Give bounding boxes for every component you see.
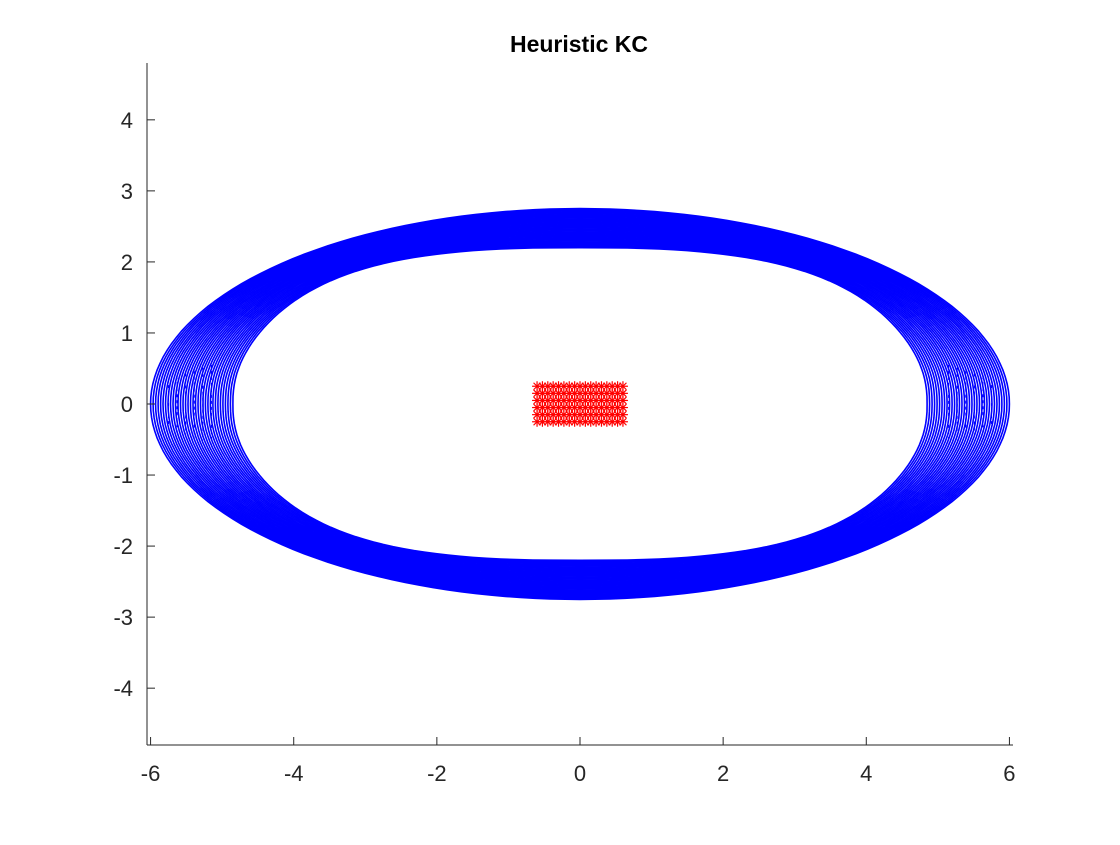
orbit-curve — [157, 211, 1003, 597]
orbit-curve — [214, 238, 946, 570]
orbit-curve — [182, 223, 978, 585]
orbit-curve — [159, 212, 1001, 596]
star-marker — [617, 381, 628, 392]
orbit-curve — [199, 231, 961, 577]
orbit-curve — [219, 240, 941, 568]
orbit-curve — [179, 221, 981, 587]
orbit-curve — [224, 243, 936, 565]
orbit-curve — [187, 225, 973, 583]
y-tick-label: -2 — [113, 534, 133, 559]
orbit-curve — [212, 237, 948, 571]
orbit-curve — [227, 244, 933, 564]
orbit-curves — [149, 207, 1011, 601]
orbit-curve — [222, 242, 938, 566]
y-tick-label: 1 — [121, 321, 133, 346]
y-tick-label: -4 — [113, 676, 133, 701]
orbit-curve — [177, 220, 983, 588]
y-tick-label: 3 — [121, 179, 133, 204]
orbit-curve — [207, 235, 953, 573]
x-tick-label: -4 — [284, 761, 304, 786]
orbit-curve — [154, 210, 1006, 598]
x-tick-label: -6 — [141, 761, 161, 786]
x-tick-label: 0 — [574, 761, 586, 786]
y-tick-label: -1 — [113, 463, 133, 488]
orbit-curve — [194, 229, 966, 579]
orbit-curve — [229, 245, 931, 563]
star-marker — [617, 388, 628, 399]
orbit-curve — [164, 214, 996, 594]
orbit-curve — [192, 227, 968, 581]
x-tick-label: 2 — [717, 761, 729, 786]
x-tick-label: 6 — [1003, 761, 1015, 786]
orbit-curve — [174, 219, 986, 589]
y-tick-label: -3 — [113, 605, 133, 630]
center-markers — [532, 381, 628, 427]
orbit-curve — [232, 246, 928, 562]
orbit-curve — [189, 226, 971, 582]
chart-title: Heuristic KC — [510, 31, 648, 57]
orbit-curve — [204, 233, 956, 575]
x-tick-label: 4 — [860, 761, 872, 786]
orbit-curve — [217, 239, 943, 569]
orbit-curve — [172, 218, 988, 590]
x-axis-ticks: -6 -4 -2 0 2 4 6 — [141, 737, 1016, 786]
orbit-curve — [169, 217, 991, 591]
y-tick-label: 2 — [121, 250, 133, 275]
y-tick-label: 0 — [121, 392, 133, 417]
y-axis-ticks: -4 -3 -2 -1 0 1 2 3 4 — [113, 108, 155, 701]
x-tick-label: -2 — [427, 761, 447, 786]
y-tick-label: 4 — [121, 108, 133, 133]
orbit-curve — [197, 230, 963, 578]
orbit-curve — [162, 213, 998, 595]
orbit-curve — [209, 236, 951, 572]
